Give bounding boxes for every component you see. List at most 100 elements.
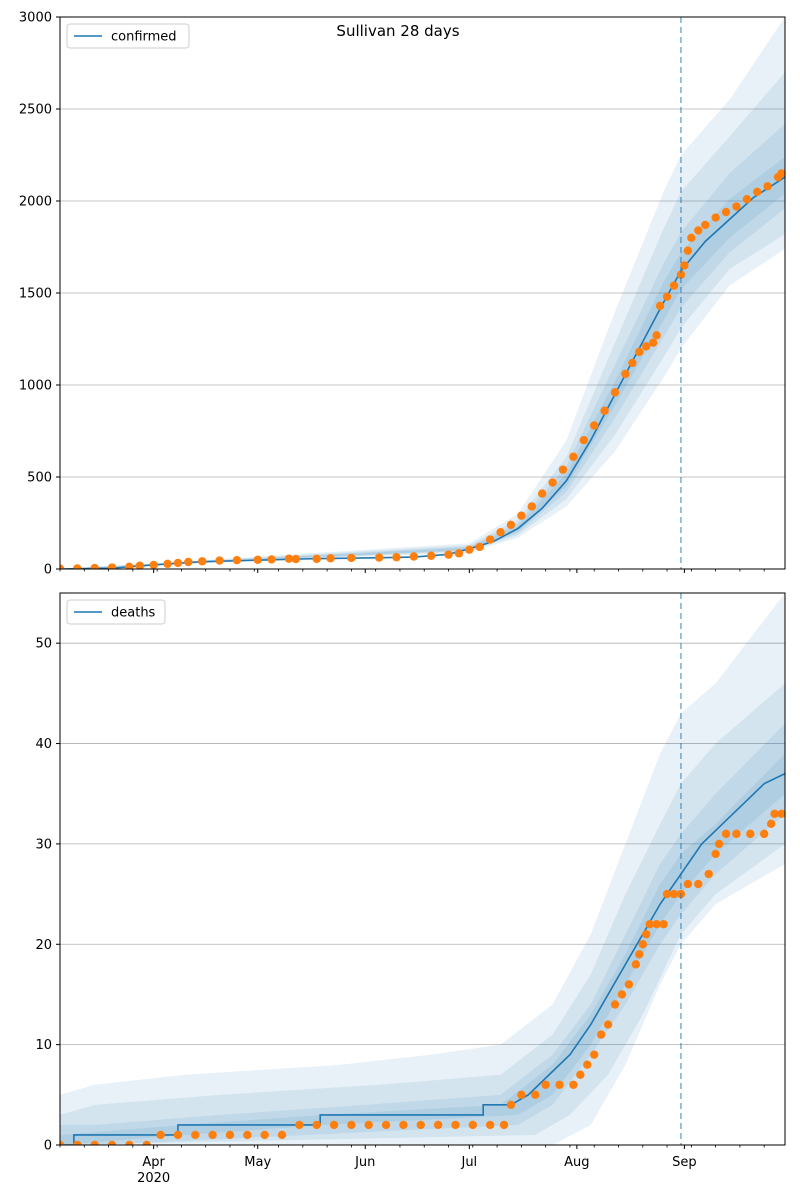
deaths-ytick-label: 40 (35, 737, 52, 752)
confirmed-data-point (496, 528, 505, 537)
deaths-data-point (603, 1020, 613, 1029)
deaths-data-point (617, 990, 627, 999)
confirmed-data-point (374, 553, 384, 562)
confirmed-data-point (777, 169, 785, 178)
deaths-data-point (125, 1140, 134, 1145)
deaths-data-point (364, 1120, 373, 1130)
deaths-xtick-label: Apr (142, 1155, 165, 1170)
confirmed-ytick-label: 2500 (19, 103, 52, 118)
confirmed-data-point (694, 226, 703, 235)
confirmed-data-point (485, 535, 495, 544)
deaths-data-point (451, 1120, 460, 1130)
confirmed-data-point (600, 406, 609, 415)
confirmed-data-point (198, 557, 207, 566)
deaths-ytick-label: 30 (35, 837, 52, 852)
confirmed-data-point (506, 520, 516, 530)
deaths-data-point (531, 1090, 540, 1100)
confirmed-data-point (732, 202, 741, 211)
confirmed-data-point (149, 560, 158, 569)
deaths-data-point (714, 839, 724, 849)
confirmed-data-point (184, 557, 193, 567)
confirmed-plot-area (60, 17, 785, 569)
confirmed-ytick-label: 3000 (19, 11, 52, 26)
deaths-data-point (60, 1140, 65, 1145)
deaths-data-point (759, 829, 769, 839)
confirmed-data-point (642, 342, 651, 351)
confirmed-data-point (517, 511, 526, 520)
deaths-data-point (624, 980, 634, 989)
confirmed-data-point (628, 358, 637, 368)
confirmed-data-point (135, 561, 144, 569)
deaths-data-point (295, 1120, 304, 1130)
deaths-data-point (669, 889, 679, 899)
deaths-data-point (642, 930, 651, 939)
deaths-data-point (631, 960, 641, 969)
deaths-data-point (312, 1120, 321, 1130)
confirmed-data-point (648, 338, 658, 347)
deaths-data-point (777, 809, 785, 818)
deaths-data-point (770, 809, 779, 818)
deaths-data-point (208, 1130, 217, 1140)
deaths-data-point (683, 879, 693, 889)
deaths-data-point (416, 1120, 425, 1130)
confirmed-data-point (409, 552, 419, 561)
confirmed-data-point (662, 292, 672, 301)
deaths-xtick-label: May (244, 1155, 271, 1170)
confirmed-data-point (253, 555, 262, 564)
deaths-data-point (506, 1100, 516, 1110)
deaths-data-point (711, 849, 720, 859)
confirmed-data-point (711, 213, 720, 222)
deaths-data-point (555, 1080, 564, 1089)
deaths-xtick-label: Jul (460, 1155, 477, 1170)
deaths-data-point (499, 1120, 509, 1130)
deaths-data-point (721, 829, 731, 839)
confirmed-data-point (701, 220, 710, 230)
deaths-data-point (590, 1050, 599, 1059)
confirmed-data-point (635, 347, 644, 357)
deaths-data-point (90, 1140, 99, 1145)
confirmed-data-point (107, 563, 117, 569)
confirmed-data-point (527, 502, 536, 511)
deaths-band-3 (60, 753, 785, 1145)
deaths-data-point (156, 1130, 165, 1140)
deaths-data-point (468, 1120, 477, 1130)
deaths-band-0 (60, 593, 785, 1145)
deaths-data-point (243, 1130, 252, 1140)
deaths-plot-area (60, 593, 785, 1145)
confirmed-data-point (291, 554, 301, 564)
deaths-legend: deaths (66, 599, 166, 625)
confirmed-data-point (763, 182, 772, 191)
confirmed-band-0 (60, 17, 785, 569)
confirmed-data-point (454, 549, 464, 558)
deaths-data-point (652, 920, 661, 929)
deaths-data-point (399, 1120, 408, 1130)
deaths-xtick-label: Jun (354, 1155, 375, 1170)
deaths-ytick-label: 0 (44, 1139, 52, 1154)
confirmed-data-point (676, 270, 686, 279)
confirmed-data-point (444, 550, 453, 559)
confirmed-legend-label: confirmed (111, 30, 177, 45)
deaths-data-point (142, 1140, 151, 1145)
confirmed-data-point (60, 564, 65, 569)
deaths-xtick-label: Aug (564, 1155, 589, 1170)
deaths-data-point (694, 879, 703, 889)
deaths-data-point (381, 1120, 391, 1130)
confirmed-data-point (655, 301, 665, 311)
confirmed-data-point (475, 542, 484, 552)
deaths-data-point (329, 1120, 339, 1130)
confirmed-data-point (125, 562, 134, 569)
confirmed-data-point (569, 452, 578, 461)
figure-title: Sullivan 28 days (336, 22, 459, 40)
deaths-data-point (659, 920, 668, 929)
confirmed-data-point (73, 564, 82, 569)
deaths-axes-frame (59, 592, 786, 1146)
deaths-data-point (645, 920, 654, 929)
deaths-data-point (517, 1090, 526, 1100)
confirmed-data-point (742, 194, 752, 204)
confirmed-data-point (173, 558, 183, 568)
confirmed-data-point (326, 554, 335, 563)
deaths-data-point (662, 889, 672, 899)
confirmed-data-point (669, 281, 679, 290)
